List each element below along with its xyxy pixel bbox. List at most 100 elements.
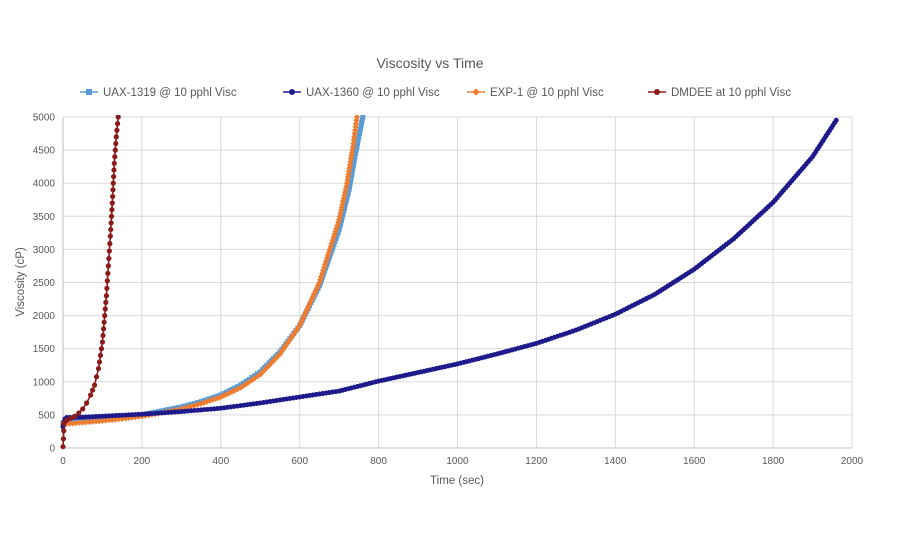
data-point	[334, 232, 340, 238]
y-tick-label: 4500	[33, 146, 56, 157]
data-point	[351, 160, 357, 166]
legend-label: EXP-1 @ 10 pphl Visc	[490, 87, 604, 99]
x-tick-label: 0	[60, 456, 66, 467]
data-point	[317, 276, 324, 283]
data-point	[324, 252, 331, 259]
data-point	[68, 415, 74, 421]
data-point	[76, 419, 83, 426]
data-point	[331, 241, 337, 247]
data-point	[356, 134, 362, 140]
data-point	[353, 115, 361, 121]
data-point	[114, 121, 121, 127]
data-point	[297, 319, 305, 326]
data-point	[99, 417, 106, 424]
data-point	[191, 402, 198, 409]
x-tick-label: 1400	[604, 456, 627, 467]
data-point	[355, 140, 361, 146]
data-point	[313, 285, 320, 292]
data-point	[112, 154, 118, 160]
data-point	[107, 241, 113, 247]
data-point	[111, 167, 117, 173]
data-point	[296, 322, 303, 329]
data-point	[106, 255, 112, 262]
y-tick-label: 5000	[33, 113, 56, 124]
data-point	[111, 173, 117, 180]
legend-label: UAX-1360 @ 10 pphl Visc	[306, 87, 440, 99]
data-point	[349, 143, 357, 150]
data-point	[349, 169, 355, 175]
data-point	[103, 299, 109, 305]
data-point	[84, 400, 90, 406]
y-tick-label: 3500	[33, 212, 56, 223]
data-point	[99, 339, 106, 345]
data-point	[340, 211, 346, 217]
data-point	[248, 377, 255, 384]
data-point	[347, 181, 353, 187]
data-point	[98, 346, 105, 352]
x-tick-label: 1200	[525, 456, 548, 467]
data-point	[348, 152, 355, 159]
data-point	[105, 417, 113, 424]
data-point	[61, 428, 67, 434]
x-tick-label: 2000	[841, 456, 864, 467]
data-point	[347, 155, 355, 163]
x-tick-label: 600	[291, 456, 308, 467]
data-point	[69, 420, 76, 427]
data-point	[338, 220, 344, 226]
data-point	[357, 131, 363, 137]
legend-label: UAX-1319 @ 10 pphl Visc	[103, 87, 237, 99]
data-point	[328, 240, 335, 247]
data-point	[60, 436, 66, 442]
x-tick-label: 1600	[683, 456, 706, 467]
data-point	[89, 387, 96, 393]
series-0	[60, 115, 366, 426]
x-tick-label: 1000	[446, 456, 469, 467]
data-point	[346, 161, 354, 169]
legend-entry: UAX-1319 @ 10 pphl Visc	[80, 87, 237, 99]
legend-entry: EXP-1 @ 10 pphl Visc	[467, 87, 604, 99]
data-point	[234, 385, 241, 393]
data-point	[359, 121, 365, 127]
data-point	[336, 216, 343, 223]
series-3	[60, 115, 121, 450]
y-tick-label: 0	[49, 444, 55, 455]
data-point	[76, 410, 82, 416]
data-point	[341, 192, 348, 199]
data-point	[276, 350, 284, 358]
data-point	[344, 177, 351, 184]
data-point	[80, 406, 86, 412]
data-point	[97, 352, 104, 358]
legend-entry: DMDEE at 10 pphl Visc	[648, 87, 791, 99]
data-point	[833, 117, 839, 123]
data-point	[342, 202, 348, 208]
data-point	[108, 220, 114, 226]
data-point	[261, 366, 268, 374]
series-line	[62, 119, 837, 428]
data-point	[350, 163, 356, 169]
data-point	[102, 306, 108, 312]
data-point	[307, 299, 314, 306]
data-point	[110, 180, 116, 186]
data-point	[64, 417, 70, 423]
data-point	[346, 187, 352, 193]
gridlines	[62, 116, 853, 449]
data-point	[93, 374, 100, 380]
data-point	[115, 115, 121, 120]
data-point	[111, 160, 117, 166]
data-point	[100, 326, 107, 332]
data-point	[200, 399, 207, 406]
data-point	[351, 133, 358, 140]
data-point	[337, 223, 343, 229]
data-point	[303, 308, 310, 315]
data-point	[341, 205, 347, 211]
data-point	[60, 444, 66, 450]
data-point	[259, 369, 266, 376]
data-point	[108, 213, 115, 219]
series-line	[62, 116, 358, 425]
data-point	[341, 208, 347, 214]
data-point	[347, 184, 353, 190]
data-point	[220, 392, 227, 399]
data-point	[102, 417, 109, 424]
legend-entry: UAX-1360 @ 10 pphl Visc	[283, 87, 440, 99]
